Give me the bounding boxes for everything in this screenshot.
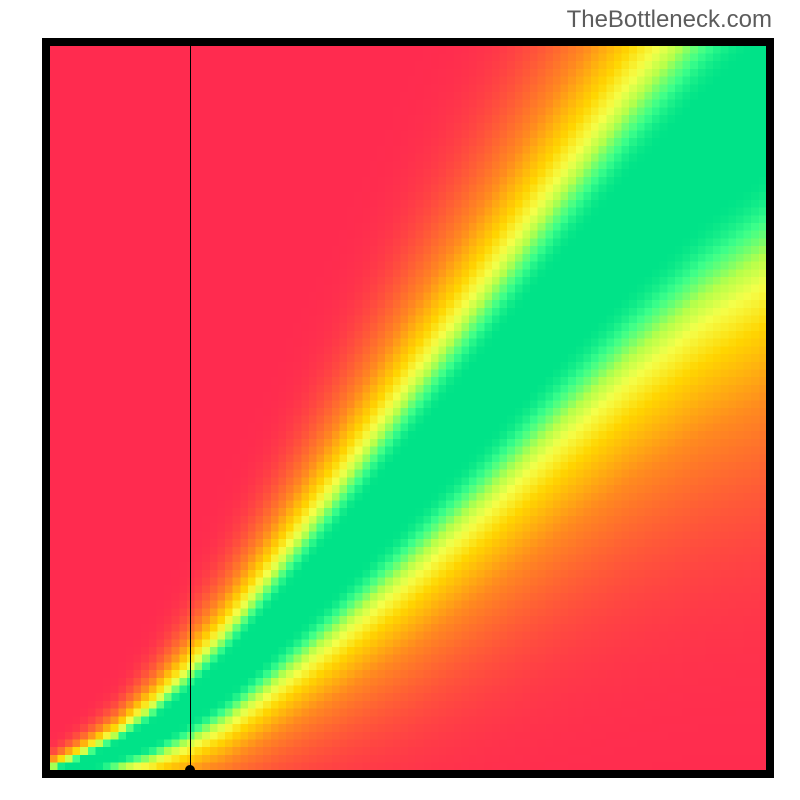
chart-container: TheBottleneck.com [0,0,800,800]
marker-dot [185,765,195,775]
marker-vertical-line [190,46,191,770]
heatmap-canvas [42,38,774,778]
watermark-label: TheBottleneck.com [567,6,772,34]
plot-area [42,38,774,778]
